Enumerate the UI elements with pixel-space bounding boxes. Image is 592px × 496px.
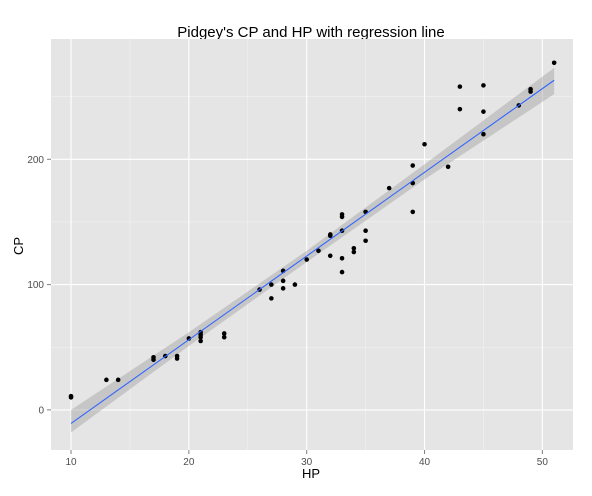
y-axis-tick-label: 100 <box>27 280 44 291</box>
data-point <box>174 353 180 359</box>
data-point <box>339 255 345 261</box>
y-axis-label: CP <box>11 237 26 255</box>
data-point <box>327 253 333 259</box>
data-point <box>410 163 416 168</box>
data-point <box>481 109 486 114</box>
regression-line <box>70 79 555 424</box>
data-point <box>457 106 463 112</box>
data-point <box>481 131 486 137</box>
data-point <box>269 282 274 287</box>
data-point <box>386 185 392 191</box>
data-point <box>186 336 192 341</box>
x-axis-tick-label: 50 <box>537 457 549 468</box>
x-axis-tick-label: 30 <box>301 457 313 468</box>
data-point <box>221 334 227 340</box>
data-point <box>280 286 286 291</box>
chart-title: Pidgey's CP and HP with regression line <box>177 24 444 41</box>
x-axis-tick-label: 20 <box>183 457 195 468</box>
data-point <box>339 212 345 217</box>
data-point <box>327 232 333 237</box>
data-point <box>280 278 286 284</box>
data-point <box>151 354 156 360</box>
data-point <box>292 282 298 287</box>
data-point <box>351 249 357 255</box>
data-point <box>269 296 274 301</box>
confidence-band <box>71 67 555 433</box>
y-axis-tick-label: 0 <box>38 405 44 416</box>
data-point <box>304 257 309 262</box>
data-point <box>363 228 368 234</box>
y-axis-tick-label: 200 <box>27 155 44 166</box>
x-axis-tick-label: 40 <box>419 457 431 468</box>
data-point <box>351 245 357 251</box>
x-axis-tick-label: 10 <box>65 457 77 468</box>
data-point <box>445 164 451 170</box>
data-point <box>410 209 416 215</box>
plot-background <box>51 39 573 450</box>
data-point <box>363 238 368 244</box>
data-point <box>551 60 557 66</box>
data-point <box>481 83 486 88</box>
data-point <box>528 86 533 92</box>
data-point <box>198 338 203 344</box>
data-point <box>115 377 121 383</box>
data-point <box>339 269 345 275</box>
data-point <box>68 393 74 399</box>
x-axis-label: HP <box>302 466 320 481</box>
data-point <box>422 141 427 147</box>
plot-layer: 10 20 30 40 50 0 100 200 <box>27 39 573 468</box>
data-point <box>316 248 321 254</box>
data-point <box>104 377 109 383</box>
data-point <box>457 84 463 89</box>
data-point <box>221 331 227 336</box>
